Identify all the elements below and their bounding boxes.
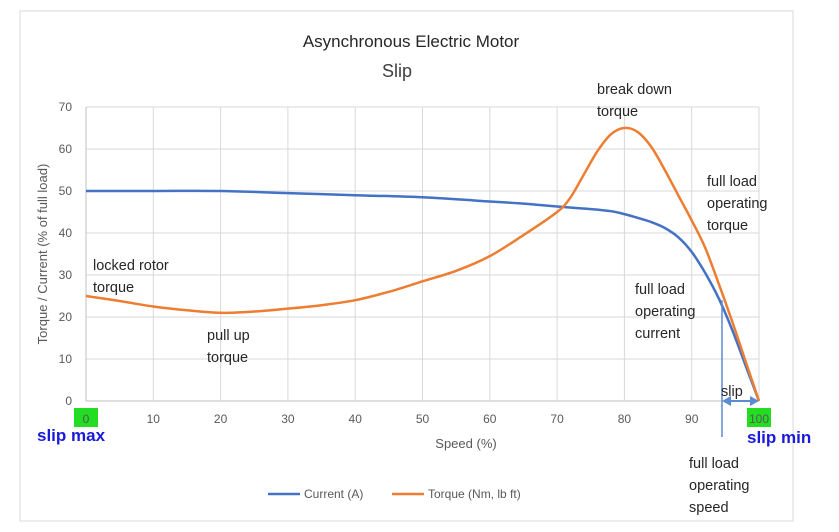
annotation-pull-up: pull up torque	[207, 328, 254, 366]
x-tick-label: 90	[685, 412, 699, 426]
slip-arrowhead-right	[750, 396, 759, 406]
x-tick-highlight	[74, 408, 98, 427]
y-axis-title: Torque / Current (% of full load)	[35, 164, 50, 345]
x-tick-label: 0	[83, 412, 90, 426]
annotation-full-load-speed-line3: speed	[689, 500, 729, 516]
annotation-break-down-line1: break down	[597, 82, 672, 98]
y-tick-label: 50	[59, 184, 73, 198]
x-tick-label: 80	[618, 412, 632, 426]
chart-subtitle: Slip	[382, 61, 412, 81]
slip-min-label: slip min	[747, 428, 811, 447]
annotation-full-load-current-line3: current	[635, 326, 680, 342]
y-ticks: 0 10 20 30 40 50 60 70	[59, 100, 73, 408]
x-tick-label: 70	[550, 412, 564, 426]
x-tick-label: 60	[483, 412, 497, 426]
y-tick-label: 70	[59, 100, 73, 114]
annotation-break-down: break down torque	[597, 82, 676, 120]
slip-arrowhead-left	[721, 396, 731, 406]
x-tick-label: 10	[147, 412, 161, 426]
grid	[86, 106, 760, 402]
annotation-full-load-speed-line1: full load	[689, 456, 739, 472]
x-tick-label: 20	[214, 412, 228, 426]
y-tick-label: 40	[59, 226, 73, 240]
x-tick-label: 50	[416, 412, 430, 426]
annotation-full-load-current-line1: full load	[635, 282, 685, 298]
slip-max-label: slip max	[37, 426, 106, 445]
chart-title: Asynchronous Electric Motor	[303, 32, 520, 51]
x-axis-title: Speed (%)	[435, 436, 496, 451]
annotation-full-load-speed: full load operating speed	[689, 456, 754, 516]
annotation-locked-rotor: locked rotor torque	[93, 258, 173, 296]
series-line-torque	[85, 126, 761, 402]
series-layer	[85, 126, 761, 402]
annotation-locked-rotor-line1: locked rotor	[93, 258, 169, 274]
x-tick-highlight	[747, 408, 771, 427]
series-line-current	[86, 189, 761, 402]
y-tick-label: 60	[59, 142, 73, 156]
y-tick-label: 10	[59, 352, 73, 366]
legend-label-current: Current (A)	[304, 487, 363, 501]
x-tick-label: 40	[349, 412, 363, 426]
x-ticks: 0 10 20 30 40 50 60 70 80 90 100	[83, 412, 770, 426]
annotation-full-load-torque: full load operating torque	[707, 174, 772, 234]
legend: Current (A) Torque (Nm, lb ft)	[268, 487, 521, 501]
annotation-full-load-torque-line3: torque	[707, 218, 748, 234]
annotation-pull-up-line2: torque	[207, 350, 248, 366]
annotation-full-load-current: full load operating current	[635, 282, 700, 342]
annotation-full-load-speed-line2: operating	[689, 478, 749, 494]
annotation-full-load-current-line2: operating	[635, 304, 695, 320]
x-tick-label: 100	[749, 412, 769, 426]
y-tick-label: 30	[59, 268, 73, 282]
y-tick-label: 0	[65, 394, 72, 408]
annotation-slip: slip	[721, 384, 743, 400]
y-tick-label: 20	[59, 310, 73, 324]
annotation-break-down-line2: torque	[597, 104, 638, 120]
annotation-locked-rotor-line2: torque	[93, 280, 134, 296]
x-tick-highlights	[74, 408, 771, 427]
legend-label-torque: Torque (Nm, lb ft)	[428, 487, 521, 501]
annotation-full-load-torque-line2: operating	[707, 196, 767, 212]
annotation-full-load-torque-line1: full load	[707, 174, 757, 190]
annotation-pull-up-line1: pull up	[207, 328, 250, 344]
x-tick-label: 30	[281, 412, 295, 426]
chart-frame	[19, 10, 794, 522]
